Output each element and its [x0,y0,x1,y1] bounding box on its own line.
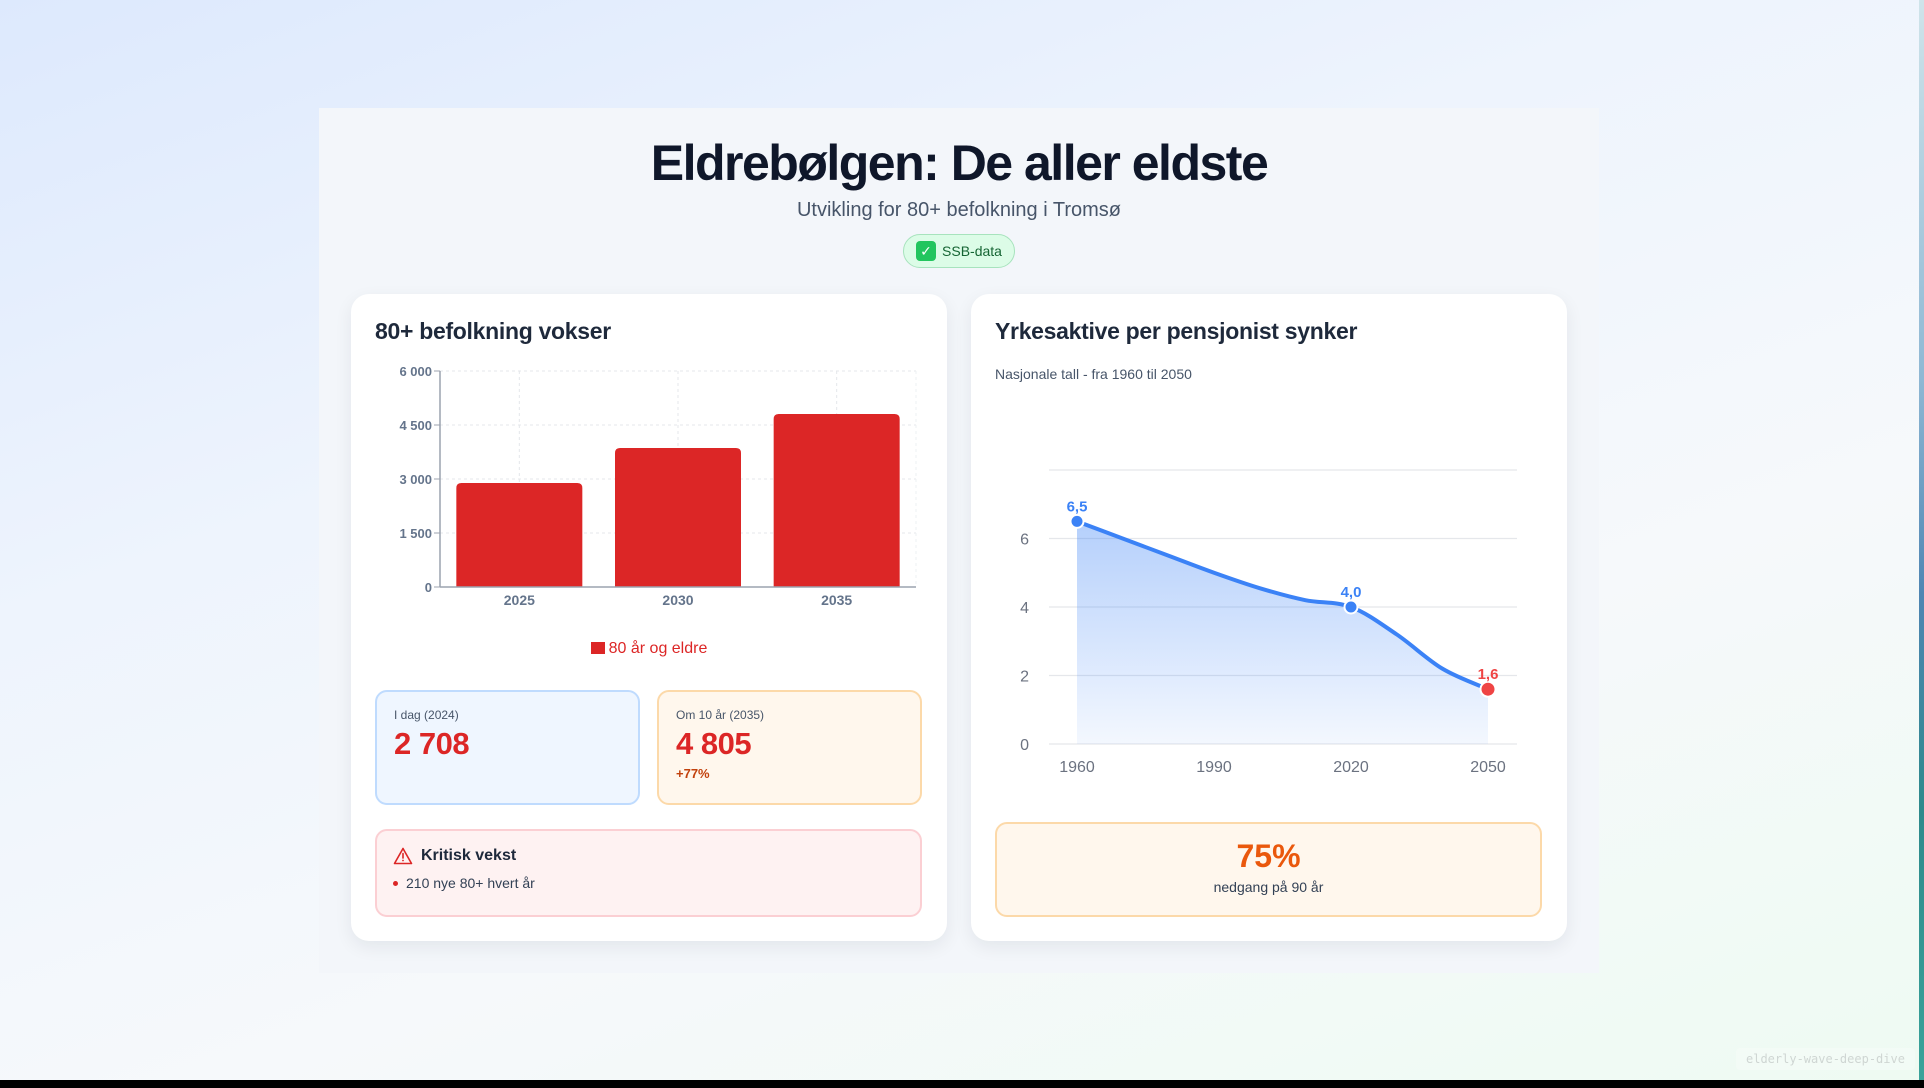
bar-2030[interactable] [615,448,741,587]
stat-future-change: +77% [676,766,710,781]
watermark: elderly-wave-deep-dive [1736,1048,1915,1070]
warning-triangle-icon [393,847,413,865]
check-mark-icon: ✓ [916,241,937,261]
page-header: Eldrebølgen: De aller eldste Utvikling f… [319,108,1599,268]
bar-2025[interactable] [456,482,583,587]
svg-text:6: 6 [1020,532,1029,549]
chart-legend[interactable]: 80 år og eldre [351,640,947,658]
svg-text:6,5: 6,5 [1067,498,1088,515]
ratio-card-title: Yrkesaktive per pensjonist synker [995,318,1358,344]
stat-future-value: 4 805 [676,726,752,761]
alert-title: Kritisk vekst [421,847,517,864]
decline-percent: 75% [1236,838,1301,874]
ratio-card-note: Nasjonale tall - fra 1960 til 2050 [995,366,1192,382]
svg-text:3 000: 3 000 [399,472,432,487]
critical-growth-alert: Kritisk vekst 210 nye 80+ hvert år [375,829,922,917]
svg-text:0: 0 [425,580,432,595]
svg-text:4: 4 [1020,600,1029,617]
decline-label: nedgang på 90 år [1213,879,1324,895]
svg-text:2035: 2035 [821,592,852,608]
alert-item: 210 nye 80+ hvert år [393,875,904,891]
svg-text:4 500: 4 500 [399,418,432,433]
page-title: Eldrebølgen: De aller eldste [650,135,1269,191]
bar-2035[interactable] [773,414,900,587]
svg-text:2025: 2025 [504,592,535,608]
data-point-2020[interactable] [1343,599,1359,615]
page-subtitle: Utvikling for 80+ befolkning i Tromsø [796,199,1122,221]
svg-text:1 500: 1 500 [399,526,432,541]
source-badge: ✓ SSB-data [903,234,1015,268]
source-badge-label: SSB-data [942,243,1002,259]
population-bar-chart: 0 1 500 3 000 4 500 6 000 2025 2030 2035 [399,364,917,608]
stat-today-label: I dag (2024) [394,708,459,722]
population-card-title: 80+ befolkning vokser [375,318,611,344]
svg-text:6 000: 6 000 [399,364,432,379]
data-point-1960[interactable] [1069,513,1085,529]
stat-today: I dag (2024) 2 708 [375,690,640,805]
svg-text:1990: 1990 [1196,759,1232,776]
stat-future: Om 10 år (2035) 4 805 +77% [657,690,922,805]
bullet-icon [393,880,398,886]
stat-today-value: 2 708 [394,726,470,761]
population-card: 80+ befolkning vokser 0 1 500 3 000 4 500 6 … [351,294,947,941]
svg-text:1960: 1960 [1059,759,1095,776]
worker-ratio-area-chart: 0 2 4 6 1960 1990 2020 2050 6,5 4,0 1,6 [1020,469,1517,776]
svg-text:1,6: 1,6 [1478,666,1499,683]
svg-text:2020: 2020 [1333,759,1369,776]
decline-summary: 75% nedgang på 90 år [995,822,1542,917]
svg-text:2: 2 [1020,669,1029,686]
bottom-bar [0,1080,1924,1088]
background-image-edge [1919,0,1924,1080]
svg-text:0: 0 [1020,737,1029,754]
ratio-card: Yrkesaktive per pensjonist synker Nasjon… [971,294,1567,941]
dashboard-container: Eldrebølgen: De aller eldste Utvikling f… [319,108,1599,973]
svg-text:2050: 2050 [1470,759,1506,776]
legend-label: 80 år og eldre [608,640,708,657]
stat-future-label: Om 10 år (2035) [676,708,765,722]
data-point-2050[interactable] [1479,680,1497,698]
alert-list: 210 nye 80+ hvert år [393,875,904,891]
svg-text:4,0: 4,0 [1341,584,1362,601]
legend-swatch [590,642,605,654]
svg-text:2030: 2030 [662,592,693,608]
